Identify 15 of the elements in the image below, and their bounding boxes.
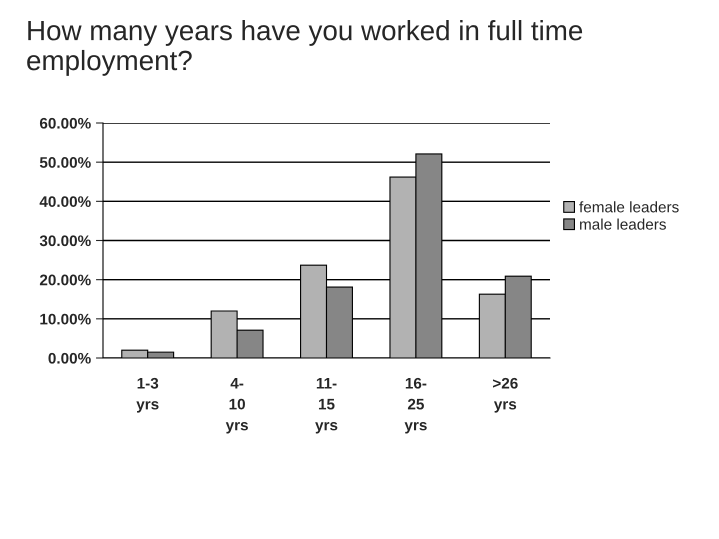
- legend-label: male leaders: [580, 218, 666, 230]
- y-tick-label: 60.00%: [40, 118, 91, 129]
- chart-title: How many years have you worked in full time employment?: [27, 20, 582, 76]
- legend-label: female leaders: [579, 201, 679, 212]
- y-tick-label: 0.00%: [48, 352, 91, 364]
- x-tick-label: 16- 25 yrs: [404, 378, 427, 434]
- x-tick-label: 11- 15 yrs: [315, 378, 338, 434]
- y-tick-label: 10.00%: [40, 314, 91, 325]
- y-tick-label: 30.00%: [40, 235, 91, 246]
- y-tick-label: 40.00%: [40, 196, 91, 208]
- x-tick-label: 1-3 yrs: [136, 378, 159, 413]
- y-tick-label: 20.00%: [40, 274, 91, 286]
- x-tick-label: >26 yrs: [492, 378, 518, 413]
- x-tick-label: 4- 10 yrs: [226, 378, 248, 434]
- y-tick-label: 50.00%: [40, 157, 91, 168]
